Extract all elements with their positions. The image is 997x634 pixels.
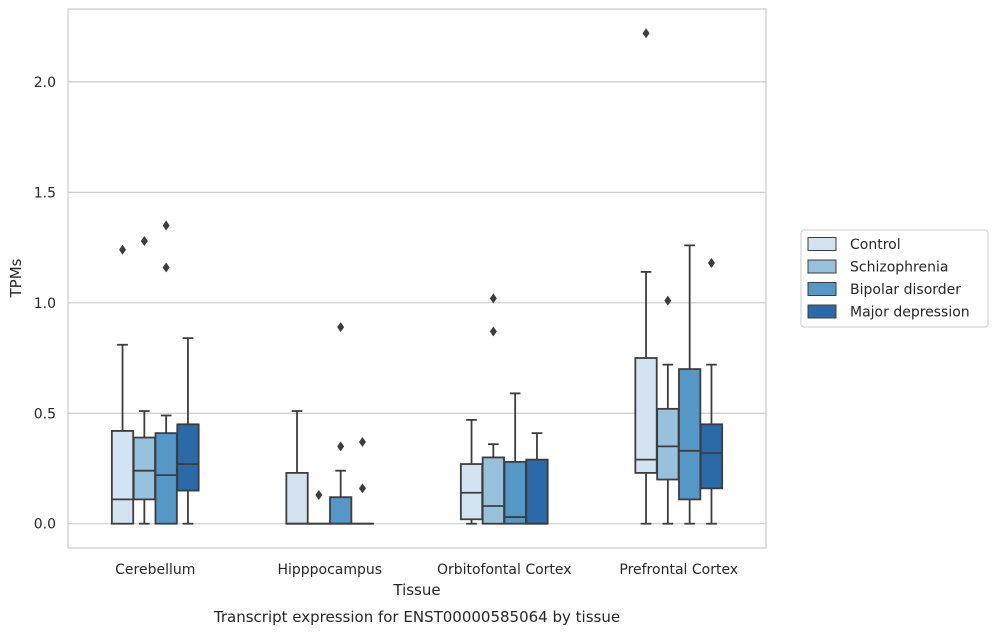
outlier-point bbox=[337, 441, 345, 452]
box-plot bbox=[329, 322, 353, 525]
box-body bbox=[459, 463, 484, 521]
box-body bbox=[132, 436, 156, 501]
x-tick-labels: Cerebellum Hipppocampus Orbitofontal Corte… bbox=[115, 562, 738, 578]
legend-swatch bbox=[807, 304, 837, 319]
box-plot bbox=[459, 418, 484, 525]
y-tick-label: 0.5 bbox=[34, 406, 56, 422]
chart-caption: Transcript expression for ENST0000058506… bbox=[213, 608, 620, 626]
box-plot bbox=[678, 244, 702, 525]
box-body bbox=[176, 423, 200, 492]
box-body bbox=[154, 432, 178, 525]
box-plot bbox=[656, 295, 680, 525]
x-tick-label: Cerebellum bbox=[115, 562, 195, 578]
outlier-point bbox=[489, 293, 497, 304]
y-tick-label: 1.0 bbox=[34, 296, 56, 312]
outlier-point bbox=[162, 262, 170, 273]
box-body bbox=[110, 430, 135, 525]
legend-swatch bbox=[807, 259, 837, 274]
box-plot bbox=[525, 432, 549, 525]
box-body bbox=[525, 458, 549, 525]
outlier-point bbox=[642, 28, 650, 39]
box-body bbox=[699, 423, 724, 490]
box-plot bbox=[307, 489, 331, 525]
outlier-point bbox=[664, 295, 672, 306]
box-plot bbox=[110, 244, 135, 525]
outlier-point bbox=[315, 489, 323, 500]
y-tick-label: 0.0 bbox=[34, 517, 56, 533]
x-tick-label: Prefrontal Cortex bbox=[619, 562, 738, 578]
x-tick-label: Orbitofontal Cortex bbox=[437, 562, 572, 578]
legend: Control Schizophrenia Bipolar disorder Majo… bbox=[800, 229, 989, 328]
box-plot bbox=[350, 436, 375, 525]
legend-frame bbox=[800, 229, 989, 328]
box-body bbox=[481, 456, 505, 525]
outlier-point bbox=[162, 220, 170, 231]
outlier-point bbox=[140, 235, 148, 246]
outlier-point bbox=[489, 326, 497, 337]
y-axis-label: TPMs bbox=[7, 258, 25, 298]
legend-swatch bbox=[807, 282, 837, 296]
x-axis-label: Tissue bbox=[392, 581, 440, 599]
box-plot bbox=[154, 220, 178, 525]
legend-label: Schizophrenia bbox=[850, 260, 948, 276]
legend-label: Major depression bbox=[850, 305, 970, 321]
box-plot bbox=[132, 235, 156, 525]
legend-label: Bipolar disorder bbox=[850, 282, 961, 298]
box-plot bbox=[285, 410, 309, 525]
box-body bbox=[656, 407, 680, 481]
box-body bbox=[678, 368, 702, 501]
box-plots bbox=[110, 28, 724, 525]
outlier-point bbox=[358, 436, 366, 447]
outlier-point bbox=[707, 258, 715, 269]
box-body bbox=[329, 496, 353, 525]
box-plot bbox=[699, 258, 724, 525]
y-tick-labels: 0.0 0.5 1.0 1.5 2.0 bbox=[34, 75, 56, 533]
legend-swatch bbox=[807, 237, 837, 251]
plot-frame bbox=[67, 8, 767, 549]
x-tick-label: Hipppocampus bbox=[277, 562, 382, 578]
legend-items: Control Schizophrenia Bipolar disorder Majo… bbox=[807, 237, 970, 321]
legend-label: Control bbox=[850, 237, 901, 253]
box-body bbox=[634, 357, 658, 474]
outlier-point bbox=[358, 483, 366, 494]
y-tick-label: 1.5 bbox=[34, 185, 56, 201]
box-body bbox=[285, 471, 309, 525]
box-plot bbox=[634, 28, 658, 525]
outlier-point bbox=[119, 244, 127, 255]
box-plot bbox=[176, 337, 200, 525]
outlier-point bbox=[337, 322, 345, 333]
box-body bbox=[503, 460, 527, 525]
box-plot bbox=[481, 293, 505, 525]
y-tick-label: 2.0 bbox=[34, 75, 56, 91]
